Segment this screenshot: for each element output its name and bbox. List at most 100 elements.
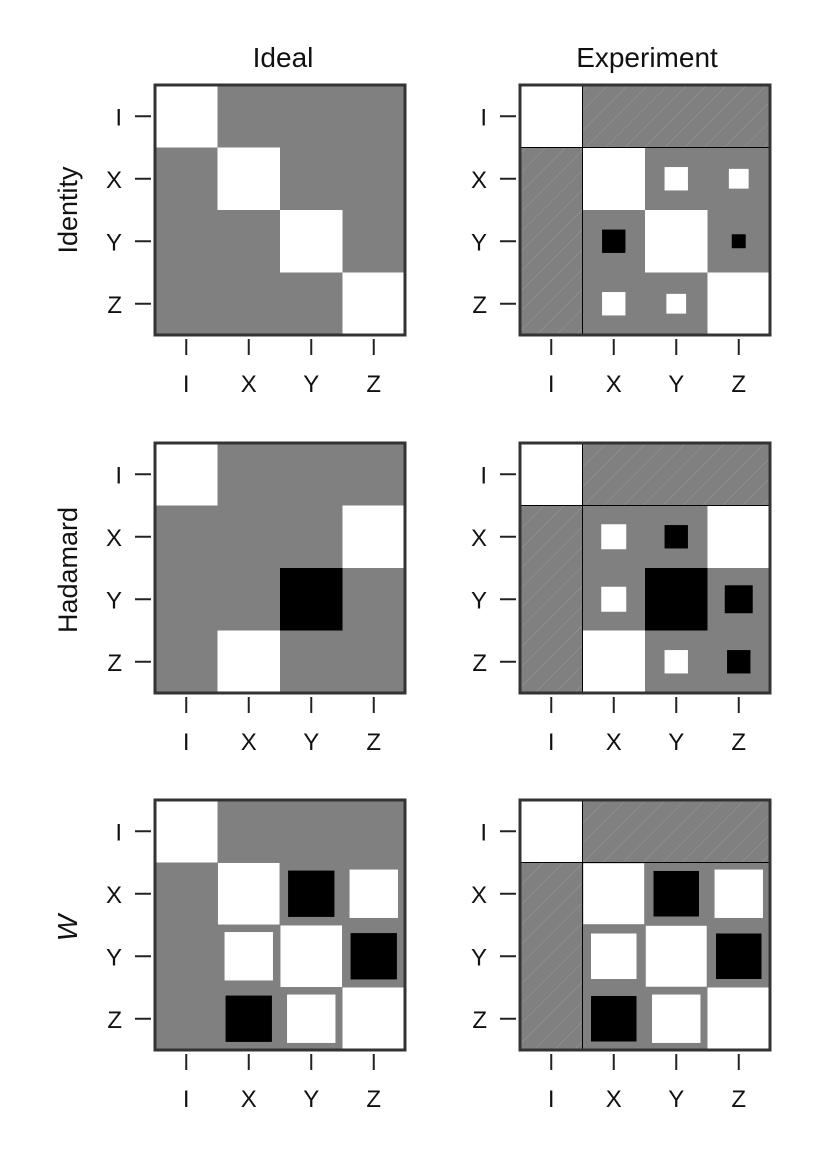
hinton-square xyxy=(666,293,687,314)
row-title-w: W xyxy=(52,912,83,941)
x-tick-label: X xyxy=(606,729,622,756)
hinton-square xyxy=(225,995,272,1042)
x-tick-label: Z xyxy=(366,371,381,398)
hinton-square xyxy=(280,568,343,631)
hatched-region xyxy=(520,505,583,693)
panel-frame xyxy=(518,798,772,1052)
hinton-square xyxy=(217,862,280,925)
panel-frame xyxy=(153,83,407,337)
hinton-panel: I I X X Y Y Z Z xyxy=(106,441,407,756)
hinton-square xyxy=(645,210,708,273)
hinton-square xyxy=(707,272,770,335)
y-tick-label: X xyxy=(106,167,122,194)
x-tick-label: Z xyxy=(366,729,381,756)
hinton-square xyxy=(583,863,645,925)
row-title-identity: Identity xyxy=(53,166,83,254)
y-tick-label: Z xyxy=(107,1007,122,1034)
y-tick-label: Y xyxy=(471,229,487,256)
hinton-panel: I I X X Y Y Z Z xyxy=(471,83,772,398)
hinton-square xyxy=(582,630,645,693)
x-tick-label: Y xyxy=(668,729,684,756)
hinton-square xyxy=(155,85,218,148)
x-tick-label: X xyxy=(606,371,622,398)
hinton-square xyxy=(590,933,637,980)
hinton-square xyxy=(707,505,770,568)
y-tick-label: X xyxy=(106,525,122,552)
y-tick-label: Y xyxy=(471,587,487,614)
x-tick-label: Y xyxy=(303,1086,319,1113)
y-tick-label: Z xyxy=(472,650,487,677)
hinton-square xyxy=(707,987,770,1050)
x-tick-label: I xyxy=(548,371,555,398)
x-tick-label: I xyxy=(548,1086,555,1113)
hatched-region xyxy=(520,862,583,1050)
x-tick-label: I xyxy=(548,729,555,756)
y-tick-label: X xyxy=(471,525,487,552)
x-tick-label: X xyxy=(241,1086,257,1113)
y-tick-label: Y xyxy=(106,229,122,256)
hinton-square xyxy=(601,524,627,550)
hinton-square xyxy=(520,85,583,148)
x-tick-label: Z xyxy=(731,729,746,756)
hinton-square xyxy=(601,586,627,612)
hinton-square xyxy=(350,933,397,980)
y-tick-label: X xyxy=(471,882,487,909)
hinton-square xyxy=(653,870,700,917)
hinton-square xyxy=(664,525,688,549)
x-tick-label: X xyxy=(606,1086,622,1113)
y-tick-label: I xyxy=(115,462,122,489)
hinton-square xyxy=(155,800,218,863)
panel-frame xyxy=(153,441,407,695)
x-tick-label: Y xyxy=(668,1086,684,1113)
y-tick-label: I xyxy=(480,104,487,131)
x-tick-label: I xyxy=(183,729,190,756)
hinton-square xyxy=(582,147,645,210)
y-tick-label: Y xyxy=(471,944,487,971)
hinton-square xyxy=(224,932,273,981)
hinton-panel: I I X X Y Y Z Z xyxy=(106,798,407,1113)
hatched-region xyxy=(582,85,770,148)
hinton-square xyxy=(520,800,583,863)
x-tick-label: Y xyxy=(303,371,319,398)
hinton-square xyxy=(280,210,343,273)
hatched-region xyxy=(520,147,583,335)
y-tick-label: I xyxy=(115,104,122,131)
x-tick-label: X xyxy=(241,371,257,398)
x-tick-label: I xyxy=(183,1086,190,1113)
column-title-experiment: Experiment xyxy=(576,42,718,73)
hinton-square xyxy=(602,292,626,316)
panels: I I X X Y Y Z Z I I X X Y Y Z Z I I X X Y Y Z Z I I X X Y Y Z Z I I X X Y Y Z Z… xyxy=(106,83,772,1113)
panel-frame xyxy=(518,83,772,337)
hinton-square xyxy=(664,167,688,191)
y-tick-label: Z xyxy=(107,650,122,677)
hinton-square xyxy=(287,994,336,1043)
x-tick-label: I xyxy=(183,371,190,398)
hatched-region xyxy=(582,800,770,863)
panel-frame xyxy=(153,798,407,1052)
hinton-square xyxy=(645,925,707,987)
hinton-square xyxy=(652,994,701,1043)
hinton-panel: I I X X Y Y Z Z xyxy=(471,798,772,1113)
hinton-square xyxy=(724,585,753,614)
x-tick-label: X xyxy=(241,729,257,756)
y-tick-label: Y xyxy=(106,944,122,971)
row-title-hadamard: Hadamard xyxy=(53,507,83,633)
hinton-square xyxy=(288,870,335,917)
hinton-square xyxy=(715,933,762,980)
hinton-square xyxy=(664,650,688,674)
x-tick-label: Z xyxy=(731,371,746,398)
x-tick-label: Z xyxy=(366,1086,381,1113)
hinton-square xyxy=(645,568,708,631)
hinton-panel: I I X X Y Y Z Z xyxy=(106,83,407,398)
hinton-square xyxy=(731,234,746,249)
y-tick-label: I xyxy=(115,819,122,846)
hinton-square xyxy=(155,443,218,506)
hinton-square xyxy=(590,995,637,1042)
hinton-panel: I I X X Y Y Z Z xyxy=(471,441,772,756)
column-title-ideal: Ideal xyxy=(253,42,314,73)
y-tick-label: Y xyxy=(106,587,122,614)
y-tick-label: Z xyxy=(472,292,487,319)
panel-frame xyxy=(518,441,772,695)
hinton-square xyxy=(342,272,405,335)
